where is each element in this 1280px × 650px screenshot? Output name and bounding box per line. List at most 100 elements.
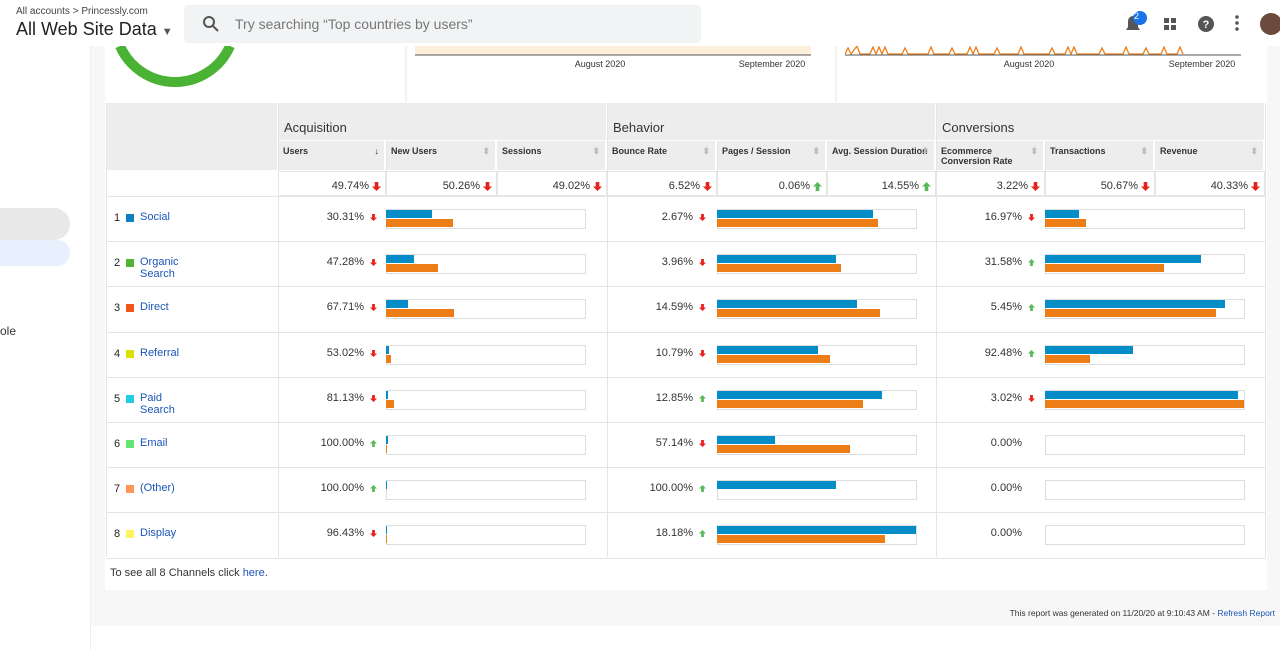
sort-icon[interactable]: ↓ bbox=[374, 146, 380, 156]
report-panel bbox=[105, 0, 1267, 590]
channel-name[interactable]: Social bbox=[140, 211, 170, 223]
swatch bbox=[126, 304, 134, 313]
sort-icon[interactable]: ⬍ bbox=[482, 146, 490, 156]
column-header[interactable]: Ecommerce Conversion Rate ⬍ bbox=[936, 141, 1044, 170]
rank: 8 bbox=[114, 528, 121, 541]
apps-icon[interactable] bbox=[1164, 18, 1176, 30]
swatch bbox=[126, 394, 134, 403]
breadcrumb[interactable]: All accounts > Princessly.com bbox=[16, 6, 148, 17]
sort-icon[interactable]: ⬍ bbox=[921, 146, 929, 156]
trend-arrow bbox=[699, 349, 706, 357]
bar-current bbox=[1045, 255, 1201, 264]
bar-current bbox=[717, 255, 836, 264]
bar-current bbox=[1045, 390, 1238, 399]
bar-box bbox=[386, 525, 586, 546]
bar-current bbox=[386, 390, 388, 399]
summary-cell: 40.33% bbox=[1155, 171, 1265, 196]
trend-arrow bbox=[483, 182, 492, 191]
metric-value: 0.00% bbox=[990, 482, 1022, 495]
column-header[interactable]: Users ↓ bbox=[278, 141, 385, 170]
view-selector[interactable]: All Web Site Data ▼ bbox=[16, 19, 173, 39]
bar-previous bbox=[386, 399, 394, 408]
metric-value: 53.02% bbox=[278, 347, 386, 359]
header-bg bbox=[106, 103, 278, 170]
generated-note: This report was generated on 11/20/20 at… bbox=[1010, 608, 1275, 618]
x-axis-label: August 2020 bbox=[574, 59, 626, 69]
bar-previous bbox=[717, 219, 878, 227]
channel-name[interactable]: Display bbox=[140, 527, 177, 540]
column-border bbox=[278, 103, 279, 557]
bar-current bbox=[1045, 210, 1079, 218]
trend-arrow bbox=[699, 485, 706, 493]
trend-arrow bbox=[699, 394, 706, 402]
summary-cell: 3.22% bbox=[936, 171, 1045, 196]
sort-icon[interactable]: ⬍ bbox=[1030, 146, 1038, 156]
nav-item[interactable] bbox=[0, 208, 70, 240]
breadcrumb-account[interactable]: All accounts bbox=[16, 6, 70, 17]
trend-arrow bbox=[370, 349, 377, 357]
bar-current bbox=[717, 210, 873, 218]
channel-name[interactable]: Direct bbox=[140, 301, 169, 314]
column-header[interactable]: Sessions ⬍ bbox=[497, 141, 606, 170]
help-icon[interactable] bbox=[1198, 16, 1214, 32]
column-header[interactable]: New Users ⬍ bbox=[386, 141, 496, 170]
top-bar: All accounts > Princessly.com All Web Si… bbox=[0, 0, 1280, 46]
metric-value: 100.00% bbox=[607, 482, 715, 494]
sort-icon[interactable]: ⬍ bbox=[1140, 146, 1148, 156]
channel-name[interactable]: (Other) bbox=[140, 482, 175, 495]
metric-value: 12.85% bbox=[607, 392, 715, 404]
sort-icon[interactable]: ⬍ bbox=[812, 146, 820, 156]
search-box[interactable]: Try searching “Top countries by users” bbox=[184, 5, 701, 43]
row-border bbox=[106, 241, 1266, 243]
bar-previous bbox=[386, 354, 391, 363]
metric-value: 0.00% bbox=[990, 527, 1022, 540]
avatar[interactable] bbox=[1260, 13, 1280, 35]
group-header: Behavior bbox=[607, 103, 936, 140]
trend-arrow bbox=[1028, 394, 1035, 402]
trend-arrow bbox=[699, 530, 706, 538]
column-header[interactable]: Transactions ⬍ bbox=[1045, 141, 1154, 170]
metric-value: 3.96% bbox=[607, 256, 715, 268]
view-name: All Web Site Data bbox=[16, 19, 157, 39]
bar-previous bbox=[386, 309, 454, 318]
bar-current bbox=[1045, 300, 1225, 309]
channel-name[interactable]: Referral bbox=[140, 346, 180, 359]
sort-icon[interactable]: ⬍ bbox=[702, 146, 710, 156]
trend-arrow bbox=[703, 182, 712, 191]
refresh-link[interactable]: Refresh Report bbox=[1217, 608, 1275, 618]
swatch bbox=[126, 485, 134, 494]
nav-label[interactable]: ole bbox=[0, 324, 17, 338]
summary-cell: 6.52% bbox=[607, 171, 717, 196]
summary-cell: 0.06% bbox=[717, 171, 827, 196]
bar-current bbox=[717, 481, 836, 490]
bar-current bbox=[717, 526, 916, 535]
channel-name[interactable]: Organic Search bbox=[140, 256, 179, 281]
column-header[interactable]: Avg. Session Duration ⬍ bbox=[827, 141, 935, 170]
column-header[interactable]: Revenue ⬍ bbox=[1155, 141, 1264, 170]
column-header[interactable]: Pages / Session ⬍ bbox=[717, 141, 826, 170]
metric-value: 57.14% bbox=[607, 437, 715, 449]
group-header: Acquisition bbox=[278, 103, 607, 140]
more-icon[interactable] bbox=[1235, 15, 1239, 31]
note-link[interactable]: here bbox=[242, 567, 265, 579]
trend-arrow bbox=[699, 304, 706, 312]
swatch bbox=[126, 440, 134, 448]
sort-icon[interactable]: ⬍ bbox=[592, 146, 600, 156]
trend-arrow bbox=[699, 214, 706, 221]
trend-arrow bbox=[370, 530, 377, 538]
column-header[interactable]: Bounce Rate ⬍ bbox=[607, 141, 716, 170]
toolbar-icons: ? bbox=[1126, 11, 1280, 35]
bar-current bbox=[386, 255, 414, 264]
breadcrumb-property[interactable]: Princessly.com bbox=[81, 6, 148, 17]
trend-arrow bbox=[1251, 182, 1260, 191]
nav-item[interactable] bbox=[0, 240, 70, 266]
channel-name[interactable]: Paid Search bbox=[140, 391, 175, 416]
generated-text: This report was generated on 11/20/20 at… bbox=[1009, 608, 1218, 618]
metric-value: 67.71% bbox=[278, 301, 386, 313]
sort-icon[interactable]: ⬍ bbox=[1250, 146, 1258, 156]
bar-box bbox=[1045, 525, 1245, 546]
sidebar: ole bbox=[0, 46, 91, 650]
trend-arrow bbox=[699, 440, 706, 447]
channel-name[interactable]: Email bbox=[140, 437, 168, 449]
